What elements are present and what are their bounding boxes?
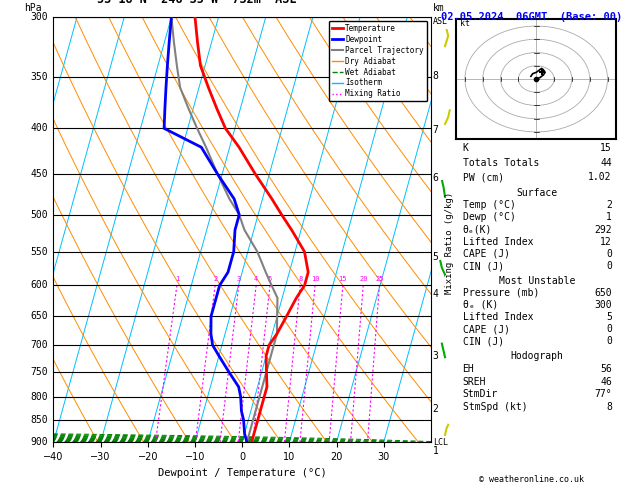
Text: 02.05.2024  06GMT  (Base: 00): 02.05.2024 06GMT (Base: 00) bbox=[441, 12, 622, 22]
Text: 0: 0 bbox=[606, 261, 612, 271]
Text: 46: 46 bbox=[600, 377, 612, 386]
Text: θₑ (K): θₑ (K) bbox=[462, 300, 498, 310]
X-axis label: Dewpoint / Temperature (°C): Dewpoint / Temperature (°C) bbox=[158, 468, 326, 478]
Text: 56: 56 bbox=[600, 364, 612, 374]
Text: CAPE (J): CAPE (J) bbox=[462, 324, 509, 334]
Text: 292: 292 bbox=[594, 225, 612, 235]
Text: LCL: LCL bbox=[433, 438, 448, 447]
Text: 15: 15 bbox=[338, 276, 347, 282]
Text: Mixing Ratio (g/kg): Mixing Ratio (g/kg) bbox=[445, 192, 454, 294]
Text: 2: 2 bbox=[433, 404, 438, 414]
Text: 750: 750 bbox=[30, 367, 48, 377]
Text: 8: 8 bbox=[433, 70, 438, 81]
Text: 400: 400 bbox=[30, 123, 48, 133]
Text: CAPE (J): CAPE (J) bbox=[462, 249, 509, 259]
Text: 12: 12 bbox=[600, 237, 612, 247]
Text: 1: 1 bbox=[433, 446, 438, 456]
Text: 0: 0 bbox=[606, 336, 612, 347]
Text: Pressure (mb): Pressure (mb) bbox=[462, 288, 539, 298]
Text: 8: 8 bbox=[298, 276, 303, 282]
Text: PW (cm): PW (cm) bbox=[462, 173, 504, 182]
Text: 77°: 77° bbox=[594, 389, 612, 399]
Text: 4: 4 bbox=[254, 276, 259, 282]
Text: Lifted Index: Lifted Index bbox=[462, 312, 533, 322]
Text: 1.02: 1.02 bbox=[588, 173, 612, 182]
Text: 500: 500 bbox=[30, 210, 48, 220]
Text: Dewp (°C): Dewp (°C) bbox=[462, 212, 515, 223]
Text: EH: EH bbox=[462, 364, 474, 374]
Text: Lifted Index: Lifted Index bbox=[462, 237, 533, 247]
Text: 15: 15 bbox=[600, 143, 612, 153]
Text: 1: 1 bbox=[175, 276, 179, 282]
Text: 3: 3 bbox=[433, 351, 438, 361]
Text: 5: 5 bbox=[433, 252, 438, 262]
Text: 650: 650 bbox=[30, 312, 48, 321]
Text: θₑ(K): θₑ(K) bbox=[462, 225, 492, 235]
Text: 2: 2 bbox=[213, 276, 217, 282]
Legend: Temperature, Dewpoint, Parcel Trajectory, Dry Adiabat, Wet Adiabat, Isotherm, Mi: Temperature, Dewpoint, Parcel Trajectory… bbox=[328, 21, 427, 102]
Text: CIN (J): CIN (J) bbox=[462, 261, 504, 271]
Text: 1: 1 bbox=[606, 212, 612, 223]
Text: 550: 550 bbox=[30, 246, 48, 257]
Text: 3: 3 bbox=[237, 276, 241, 282]
Text: 0: 0 bbox=[606, 249, 612, 259]
Text: Totals Totals: Totals Totals bbox=[462, 158, 539, 168]
Text: ASL: ASL bbox=[433, 17, 448, 26]
Text: 5: 5 bbox=[606, 312, 612, 322]
Text: 850: 850 bbox=[30, 415, 48, 425]
Text: kt: kt bbox=[460, 19, 470, 28]
Text: K: K bbox=[462, 143, 469, 153]
Text: 6: 6 bbox=[433, 173, 438, 183]
Text: SREH: SREH bbox=[462, 377, 486, 386]
Text: 900: 900 bbox=[30, 437, 48, 447]
Text: 350: 350 bbox=[30, 71, 48, 82]
Text: 600: 600 bbox=[30, 280, 48, 290]
Text: 5: 5 bbox=[268, 276, 272, 282]
Text: 25: 25 bbox=[375, 276, 384, 282]
Text: 2: 2 bbox=[606, 200, 612, 210]
Text: StmDir: StmDir bbox=[462, 389, 498, 399]
Text: 4: 4 bbox=[433, 289, 438, 299]
Text: km: km bbox=[433, 3, 445, 13]
Text: 20: 20 bbox=[359, 276, 367, 282]
Text: 7: 7 bbox=[433, 125, 438, 135]
Text: 0: 0 bbox=[606, 324, 612, 334]
Text: Most Unstable: Most Unstable bbox=[499, 276, 576, 286]
Text: 53°18'N  246°35'W  732m  ASL: 53°18'N 246°35'W 732m ASL bbox=[97, 0, 297, 6]
Text: 650: 650 bbox=[594, 288, 612, 298]
Text: Hodograph: Hodograph bbox=[511, 351, 564, 361]
Text: 800: 800 bbox=[30, 392, 48, 401]
Text: 10: 10 bbox=[311, 276, 320, 282]
Text: CIN (J): CIN (J) bbox=[462, 336, 504, 347]
Text: hPa: hPa bbox=[24, 3, 42, 13]
Text: Temp (°C): Temp (°C) bbox=[462, 200, 515, 210]
Text: 300: 300 bbox=[30, 12, 48, 22]
Text: StmSpd (kt): StmSpd (kt) bbox=[462, 402, 527, 412]
Text: 8: 8 bbox=[606, 402, 612, 412]
Text: Surface: Surface bbox=[516, 188, 558, 198]
Text: 450: 450 bbox=[30, 169, 48, 179]
Text: 300: 300 bbox=[594, 300, 612, 310]
Text: 700: 700 bbox=[30, 340, 48, 350]
Text: © weatheronline.co.uk: © weatheronline.co.uk bbox=[479, 474, 584, 484]
Text: 44: 44 bbox=[600, 158, 612, 168]
